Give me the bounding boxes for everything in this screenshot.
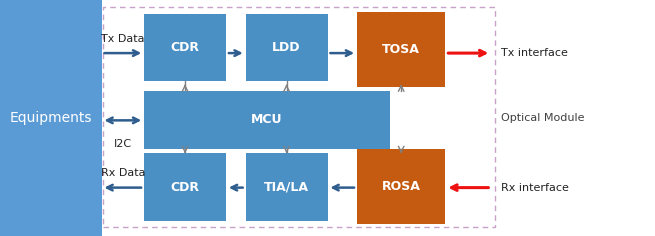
Text: Equipments: Equipments: [10, 111, 92, 125]
Text: MCU: MCU: [251, 113, 283, 126]
Text: CDR: CDR: [170, 181, 200, 194]
Bar: [357, 12, 445, 87]
Text: TIA/LA: TIA/LA: [264, 181, 309, 194]
Text: I2C: I2C: [114, 139, 132, 149]
Bar: [103, 7, 495, 227]
Bar: [144, 91, 390, 149]
Bar: [246, 153, 328, 221]
Bar: [246, 14, 328, 81]
Bar: [357, 149, 445, 224]
Text: CDR: CDR: [170, 41, 200, 54]
Text: Rx Data: Rx Data: [101, 169, 145, 178]
Bar: [0, 0, 102, 236]
Text: Rx interface: Rx interface: [501, 183, 569, 193]
Bar: [144, 153, 226, 221]
Text: ROSA: ROSA: [382, 180, 421, 193]
Text: LDD: LDD: [272, 41, 301, 54]
Text: Tx interface: Tx interface: [501, 48, 568, 58]
Text: Optical Module: Optical Module: [501, 113, 584, 123]
Text: TOSA: TOSA: [383, 43, 420, 56]
Bar: [144, 14, 226, 81]
Text: Tx Data: Tx Data: [101, 34, 145, 44]
